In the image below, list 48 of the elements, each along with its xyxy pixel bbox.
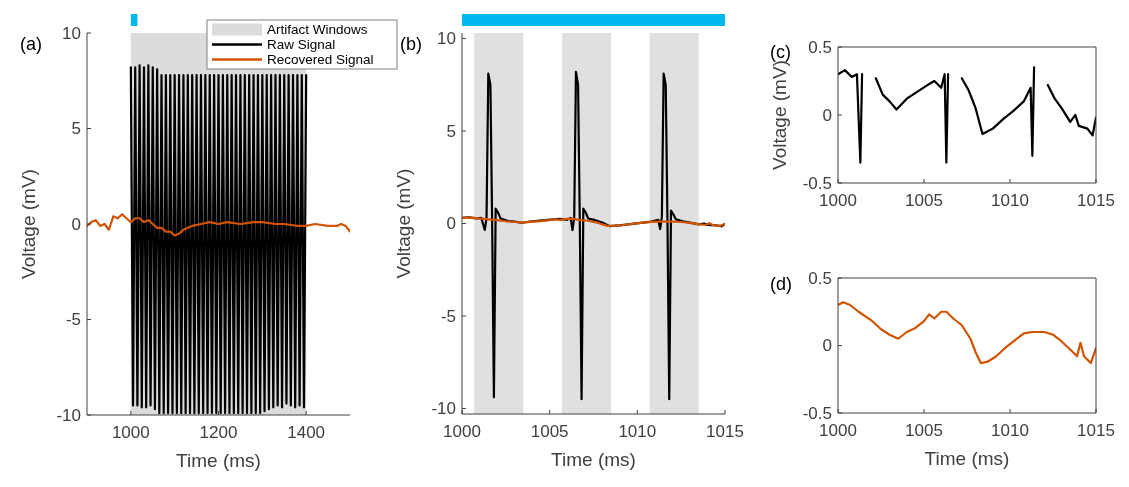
x-tick-label: 1010 [618,422,657,441]
chart-title: (c) [770,42,791,62]
legend-label: Raw Signal [267,37,336,53]
y-tick-label: -5 [65,310,81,330]
y-tick-label: -10 [56,405,81,425]
band-label: Artifact Windows [267,22,368,38]
y-tick-label: 5 [71,119,81,139]
x-axis-title: Time (ms) [176,450,261,471]
x-tick-label: 1200 [199,423,238,442]
x-tick-label: 1015 [1077,191,1115,210]
x-tick-label: 1005 [530,422,569,441]
line-series [129,64,308,415]
y-axis-title: Voltage (mV) [18,169,39,279]
y-tick-label: -10 [431,399,456,419]
y-tick-label: 0.5 [808,37,832,57]
chart-title: (a) [20,34,42,54]
x-tick-label: 1000 [819,421,857,440]
y-axis-title: Voltage (mV) [393,168,414,279]
y-tick-label: 5 [446,121,456,141]
line-series [838,301,1096,365]
x-tick-label: 1010 [991,191,1029,210]
y-tick-label: 0 [822,336,832,356]
y-axis-title: Voltage (mV) [769,60,790,170]
y-tick-label: -0.5 [802,173,832,193]
x-tick-label: 1000 [111,423,150,442]
legend-label: Recovered Signal [267,52,374,68]
x-tick-label: 1015 [1077,421,1115,440]
x-tick-label: 1015 [706,422,744,441]
y-tick-label: 0.5 [808,268,832,288]
x-tick-label: 1000 [443,422,481,441]
line-series [462,216,725,227]
chart-title: (d) [770,274,792,294]
x-tick-label: 1005 [905,421,943,440]
y-tick-label: 0 [822,105,832,125]
chart-title: (b) [400,34,422,54]
x-tick-label: 1010 [991,421,1029,440]
y-tick-label: 10 [437,29,456,49]
y-tick-label: 10 [62,23,81,43]
x-tick-label: 1400 [287,423,326,442]
x-tick-label: 1005 [905,191,943,210]
y-tick-label: 0 [71,214,81,234]
y-tick-label: 0 [446,214,456,234]
x-axis-title: Time (ms) [551,449,636,470]
y-tick-label: -5 [440,306,456,326]
y-tick-label: -0.5 [802,403,832,423]
x-axis-title: Time (ms) [924,448,1010,469]
x-tick-label: 1000 [819,191,857,210]
line-series [87,213,350,237]
